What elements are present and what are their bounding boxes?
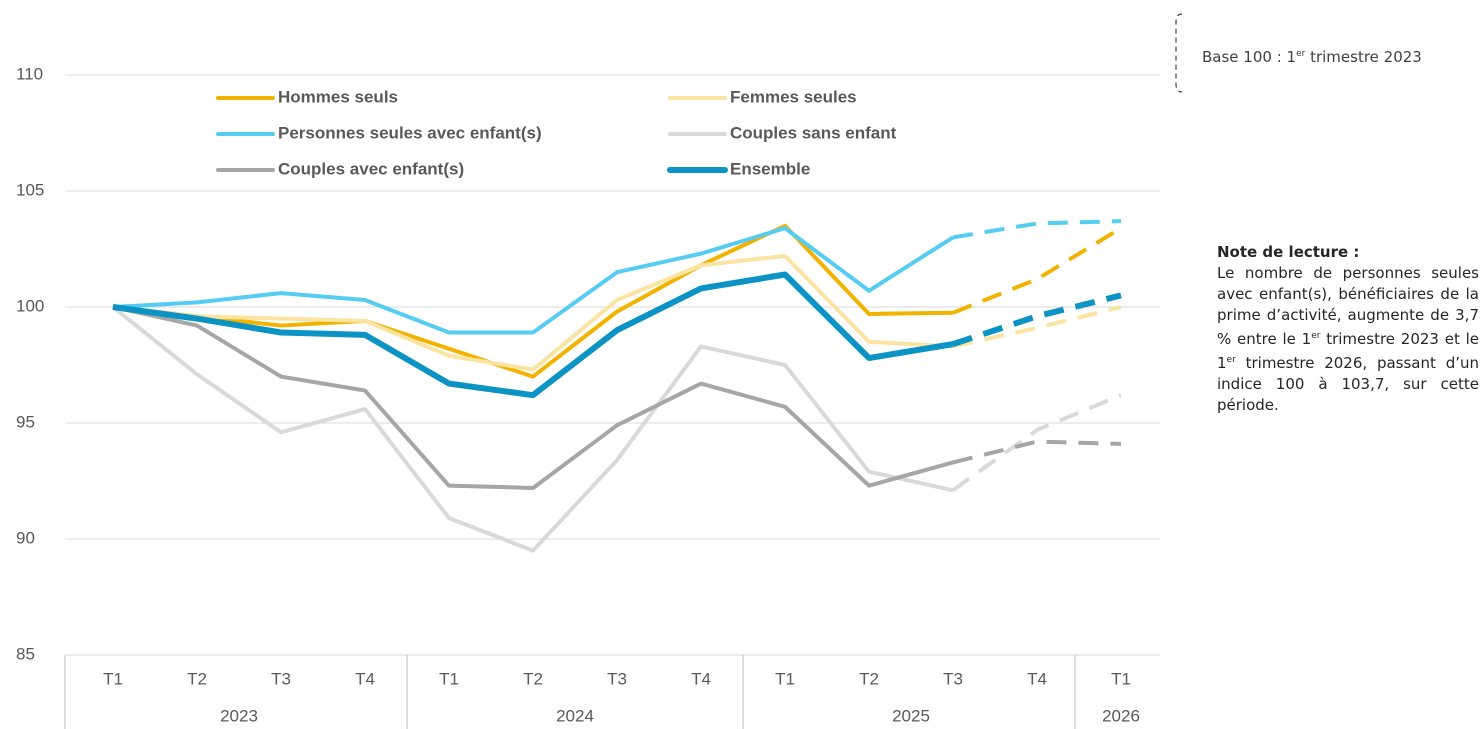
y-tick-label: 110	[16, 64, 43, 83]
series-line	[952, 292, 1122, 347]
x-tick-label: T4	[355, 669, 375, 688]
reading-note: Note de lecture : Le nombre de personnes …	[1217, 242, 1479, 416]
note-title: Note de lecture :	[1217, 243, 1360, 261]
annotation-bracket	[1175, 13, 1183, 93]
text-part: trimestre 2023	[1305, 48, 1422, 66]
text-part: er	[1311, 331, 1321, 341]
x-tick-label: T1	[439, 669, 459, 688]
series-line	[112, 271, 954, 399]
y-tick-label: 95	[16, 412, 35, 431]
y-tick-label: 90	[16, 528, 35, 547]
y-tick-label: 100	[16, 296, 44, 315]
text-part: er	[1226, 355, 1236, 365]
x-tick-label: T4	[1027, 669, 1047, 688]
x-tick-label: T2	[187, 669, 207, 688]
series-line	[112, 223, 954, 379]
series-line	[952, 439, 1122, 465]
x-tick-label: T3	[943, 669, 963, 688]
series-line	[112, 253, 954, 372]
legend-label: Hommes seuls	[278, 87, 398, 106]
x-tick-label: T3	[271, 669, 291, 688]
group-label: 2025	[892, 706, 930, 725]
legend-label: Couples sans enfant	[730, 123, 897, 142]
text-part: er	[1296, 49, 1306, 59]
series-line	[112, 305, 954, 490]
x-tick-label: T1	[775, 669, 795, 688]
x-tick-label: T4	[691, 669, 711, 688]
group-label: 2023	[220, 706, 258, 725]
series-line	[111, 305, 954, 553]
text-part: Le nombre de personnes seules avec enfan…	[1217, 264, 1479, 348]
group-label: 2026	[1102, 706, 1140, 725]
series-line	[952, 305, 1122, 349]
y-tick-label: 105	[16, 180, 44, 199]
series-line	[951, 393, 1122, 492]
group-label: 2024	[556, 706, 594, 725]
legend-label: Personnes seules avec enfant(s)	[278, 123, 542, 142]
x-tick-label: T2	[859, 669, 879, 688]
base-note: Base 100 : 1er trimestre 2023	[1202, 48, 1422, 66]
text-part: Base 100 : 1	[1202, 48, 1297, 66]
x-tick-label: T1	[103, 669, 123, 688]
legend-label: Couples avec enfant(s)	[278, 159, 464, 178]
x-tick-label: T2	[523, 669, 543, 688]
text-part: trimestre 2026, passant d’un indice 100 …	[1217, 354, 1479, 414]
series-line	[952, 226, 1123, 315]
series-line	[952, 219, 1122, 240]
note-body: Le nombre de personnes seules avec enfan…	[1217, 264, 1479, 414]
legend-label: Ensemble	[730, 159, 810, 178]
x-tick-label: T3	[607, 669, 627, 688]
x-tick-label: T1	[1111, 669, 1131, 688]
y-tick-label: 85	[16, 644, 35, 663]
text-part: trimestre 2023 et le 1	[1217, 330, 1479, 372]
series-line	[112, 226, 955, 335]
legend-label: Femmes seules	[730, 87, 857, 106]
